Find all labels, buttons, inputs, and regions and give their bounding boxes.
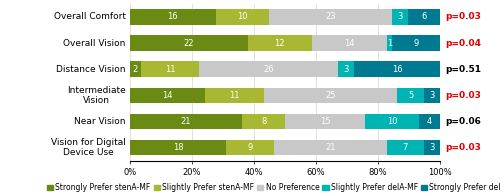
Bar <box>312 35 386 51</box>
Text: 2: 2 <box>132 65 138 74</box>
Text: 8: 8 <box>261 117 266 126</box>
Text: 3: 3 <box>430 91 434 100</box>
Text: 6: 6 <box>422 13 426 22</box>
Text: 23: 23 <box>325 13 336 22</box>
Bar <box>130 61 140 77</box>
Text: 10: 10 <box>386 117 397 126</box>
Text: 21: 21 <box>325 143 336 152</box>
Bar <box>408 9 440 25</box>
Text: p=0.51: p=0.51 <box>446 65 482 74</box>
Bar <box>365 114 418 129</box>
Bar <box>200 61 338 77</box>
Bar <box>274 140 386 155</box>
Bar <box>130 35 248 51</box>
Text: 18: 18 <box>173 143 184 152</box>
Text: 25: 25 <box>325 91 336 100</box>
Bar <box>248 35 312 51</box>
Text: 12: 12 <box>274 39 285 48</box>
Text: p=0.03: p=0.03 <box>446 91 482 100</box>
Text: 14: 14 <box>344 39 354 48</box>
Text: 1: 1 <box>386 39 392 48</box>
Bar <box>386 140 424 155</box>
Bar <box>285 114 365 129</box>
Text: 3: 3 <box>344 65 349 74</box>
Bar <box>269 9 392 25</box>
Text: 4: 4 <box>426 117 432 126</box>
Text: 7: 7 <box>402 143 408 152</box>
Text: 26: 26 <box>264 65 274 74</box>
Bar <box>392 35 440 51</box>
Text: 5: 5 <box>408 91 413 100</box>
Bar <box>338 61 354 77</box>
Text: 10: 10 <box>237 13 248 22</box>
Text: 3: 3 <box>430 143 434 152</box>
Bar <box>264 88 397 103</box>
Legend: Strongly Prefer stenA-MF, Slightly Prefer stenA-MF, No Preference, Slightly Pref: Strongly Prefer stenA-MF, Slightly Prefe… <box>47 183 500 192</box>
Text: 3: 3 <box>397 13 402 22</box>
Bar <box>130 88 205 103</box>
Bar <box>205 88 264 103</box>
Text: 9: 9 <box>414 39 418 48</box>
Text: 14: 14 <box>162 91 172 100</box>
Text: p=0.03: p=0.03 <box>446 13 482 22</box>
Text: 9: 9 <box>248 143 253 152</box>
Bar <box>397 88 424 103</box>
Text: 16: 16 <box>168 13 178 22</box>
Text: 16: 16 <box>392 65 402 74</box>
Bar <box>242 114 285 129</box>
Text: 15: 15 <box>320 117 330 126</box>
Text: p=0.06: p=0.06 <box>446 117 482 126</box>
Bar <box>130 9 216 25</box>
Text: 11: 11 <box>165 65 175 74</box>
Bar <box>424 88 440 103</box>
Bar <box>130 140 226 155</box>
Text: p=0.03: p=0.03 <box>446 143 482 152</box>
Bar <box>140 61 200 77</box>
Text: 22: 22 <box>184 39 194 48</box>
Bar <box>354 61 440 77</box>
Bar <box>392 9 408 25</box>
Bar <box>226 140 274 155</box>
Text: 11: 11 <box>229 91 239 100</box>
Bar <box>418 114 440 129</box>
Bar <box>424 140 440 155</box>
Bar <box>216 9 269 25</box>
Text: p=0.04: p=0.04 <box>446 39 482 48</box>
Text: 21: 21 <box>181 117 192 126</box>
Bar <box>130 114 242 129</box>
Bar <box>386 35 392 51</box>
